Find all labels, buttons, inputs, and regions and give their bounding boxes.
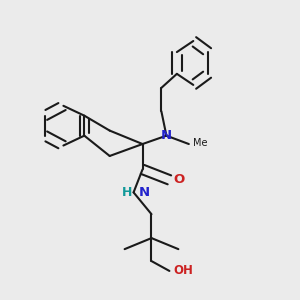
Text: O: O — [173, 173, 184, 186]
Text: OH: OH — [173, 264, 193, 278]
Text: Me: Me — [193, 137, 208, 148]
Text: N: N — [139, 186, 150, 199]
Text: H: H — [122, 186, 132, 199]
Text: N: N — [161, 129, 172, 142]
